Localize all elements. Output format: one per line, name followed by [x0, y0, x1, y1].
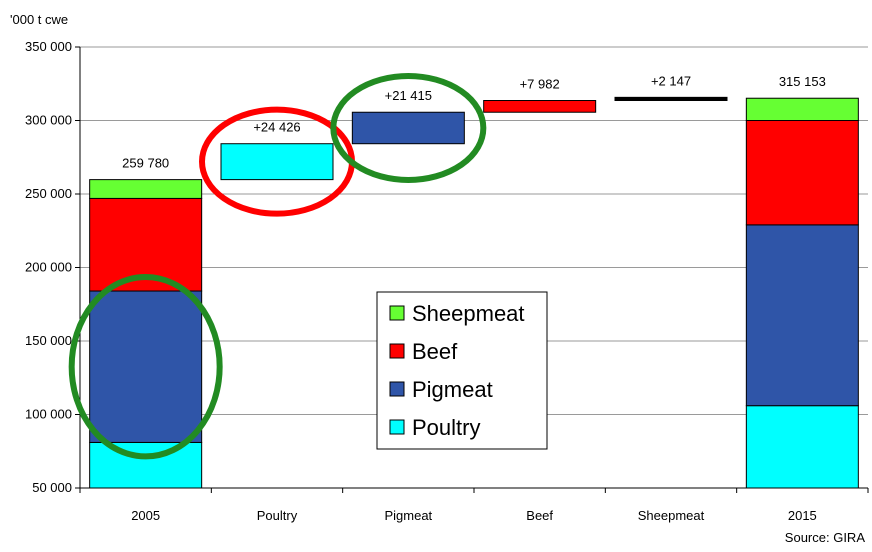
- legend-box: [376, 291, 548, 450]
- x-category-label: Sheepmeat: [638, 508, 705, 523]
- legend-swatch-beef: [389, 343, 405, 359]
- bar-2005-poultry: [89, 441, 203, 489]
- change-data-label: +7 982: [520, 77, 560, 92]
- total-data-label: 259 780: [122, 156, 169, 171]
- bar-change-pigmeat: [351, 111, 465, 145]
- change-data-label: +2 147: [651, 73, 691, 88]
- change-data-label: +21 415: [385, 88, 432, 103]
- legend-swatch-pigmeat: [389, 381, 405, 397]
- legend-swatch-sheepmeat: [389, 305, 405, 321]
- x-category-label: Pigmeat: [384, 508, 432, 523]
- legend: Sheepmeat Beef Pigmeat Poultry: [376, 291, 548, 450]
- annotation-ellipses: [68, 72, 487, 460]
- bar-2015-sheepmeat: [745, 97, 859, 121]
- bar-2015-beef: [745, 120, 859, 226]
- y-tick-label: 100 000: [25, 407, 72, 422]
- y-tick-label: 50 000: [32, 480, 72, 495]
- legend-swatch-poultry: [389, 419, 405, 435]
- legend-label-poultry: Poultry: [412, 415, 480, 440]
- x-category-label: Poultry: [257, 508, 298, 523]
- y-axis-unit-label: '000 t cwe: [10, 12, 68, 27]
- bar-change-sheepmeat: [614, 96, 728, 102]
- legend-label-beef: Beef: [412, 339, 458, 364]
- y-tick-label: 300 000: [25, 113, 72, 128]
- bar-2015-poultry: [745, 405, 859, 489]
- change-data-label: +24 426: [253, 120, 300, 135]
- y-tick-label: 200 000: [25, 260, 72, 275]
- legend-label-pigmeat: Pigmeat: [412, 377, 493, 402]
- x-category-label: Beef: [526, 508, 553, 523]
- bar-2005-sheepmeat: [89, 179, 203, 199]
- y-tick-label: 250 000: [25, 186, 72, 201]
- y-tick-label: 150 000: [25, 333, 72, 348]
- annotation-ellipse: [330, 72, 487, 183]
- source-label: Source: GIRA: [785, 530, 866, 545]
- labels: 50 000 100 000 150 000 200 000 250 000 300 00…: [25, 39, 826, 523]
- bar-change-beef: [483, 100, 597, 113]
- x-category-label: 2005: [131, 508, 160, 523]
- bar-2015-pigmeat: [745, 224, 859, 407]
- bar-change-poultry: [220, 143, 334, 181]
- total-data-label: 315 153: [779, 74, 826, 89]
- legend-label-sheepmeat: Sheepmeat: [412, 301, 525, 326]
- annotation-ellipse: [68, 274, 223, 460]
- y-tick-label: 350 000: [25, 39, 72, 54]
- x-category-label: 2015: [788, 508, 817, 523]
- bar-2005-pigmeat: [89, 290, 203, 443]
